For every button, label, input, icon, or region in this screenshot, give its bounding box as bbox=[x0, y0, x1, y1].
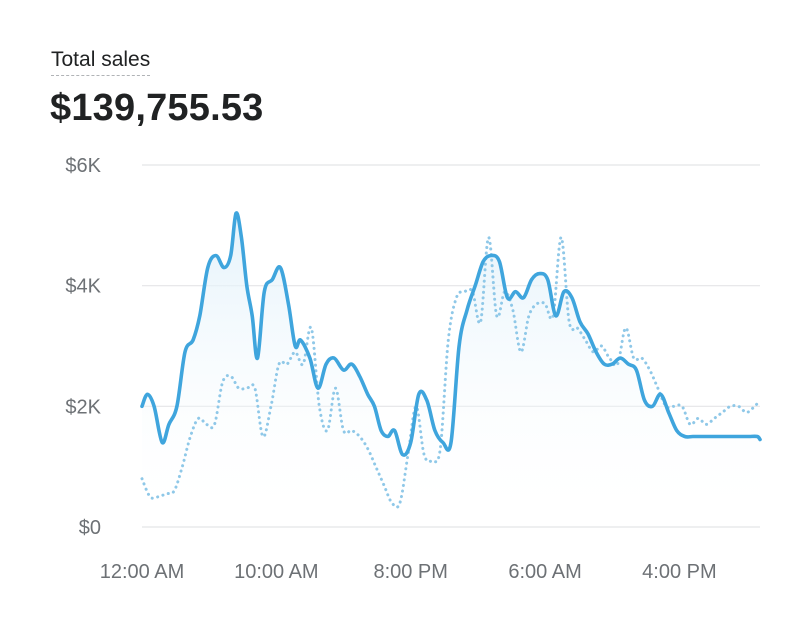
y-tick-label: $4K bbox=[65, 276, 101, 298]
total-sales-value: $139,755.53 bbox=[50, 87, 264, 129]
y-tick-label: $0 bbox=[79, 517, 101, 539]
y-tick-label: $2K bbox=[65, 396, 101, 418]
x-tick-label: 4:00 PM bbox=[642, 561, 716, 583]
x-tick-label: 10:00 AM bbox=[234, 561, 319, 583]
current-series-line bbox=[140, 211, 762, 457]
chart-title[interactable]: Total sales bbox=[51, 48, 151, 76]
x-tick-label: 12:00 AM bbox=[100, 561, 185, 583]
current-series-area bbox=[142, 212, 760, 527]
x-tick-label: 8:00 PM bbox=[373, 561, 447, 583]
x-axis-labels: 12:00 AM 10:00 AM 8:00 PM 6:00 AM 4:00 PM bbox=[100, 561, 717, 583]
y-tick-label: $6K bbox=[65, 155, 101, 177]
x-tick-label: 6:00 AM bbox=[508, 561, 581, 583]
y-axis-labels: $0 $2K $4K $6K bbox=[65, 155, 101, 539]
